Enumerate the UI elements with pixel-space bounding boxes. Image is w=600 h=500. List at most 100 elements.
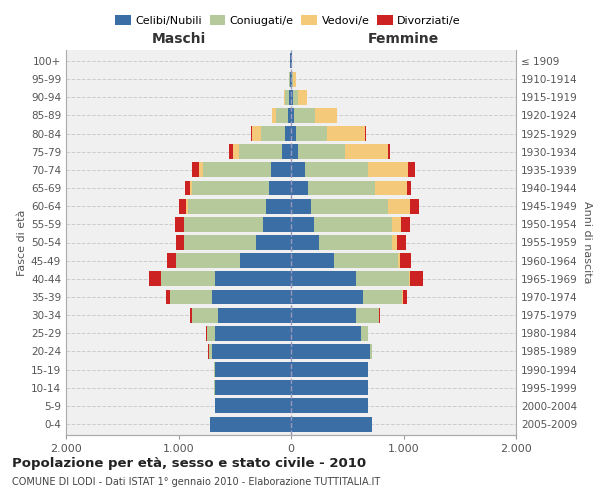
Bar (289, 90, 291, 104)
Bar (314, 217, 392, 232)
Bar (218, 308, 291, 322)
Bar (251, 126, 260, 141)
Bar (215, 362, 291, 377)
Bar (392, 217, 401, 232)
Bar (187, 198, 266, 214)
Bar (229, 144, 233, 159)
Bar (291, 398, 367, 413)
Bar (401, 217, 410, 232)
Bar (287, 108, 291, 123)
Bar (291, 144, 298, 159)
Bar (149, 272, 161, 286)
Bar (214, 362, 215, 377)
Bar (175, 217, 184, 232)
Bar (388, 198, 410, 214)
Bar (379, 308, 380, 322)
Bar (215, 272, 291, 286)
Bar (291, 180, 308, 196)
Bar (291, 290, 363, 304)
Bar (184, 217, 263, 232)
Bar (388, 144, 390, 159)
Bar (298, 90, 307, 104)
Bar (292, 72, 293, 86)
Bar (210, 416, 291, 432)
Text: Femmine: Femmine (368, 32, 439, 46)
Bar (176, 235, 184, 250)
Bar (290, 72, 291, 86)
Bar (370, 344, 372, 359)
Y-axis label: Anni di nascita: Anni di nascita (581, 201, 592, 284)
Bar (212, 290, 291, 304)
Bar (241, 253, 291, 268)
Bar (263, 217, 291, 232)
Bar (271, 162, 291, 178)
Bar (410, 272, 423, 286)
Bar (203, 162, 271, 178)
Bar (212, 344, 291, 359)
Bar (291, 198, 311, 214)
Bar (291, 344, 370, 359)
Bar (397, 235, 406, 250)
Bar (291, 380, 367, 395)
Bar (185, 180, 190, 196)
Bar (277, 108, 287, 123)
Bar (291, 272, 356, 286)
Bar (176, 253, 241, 268)
Bar (398, 253, 400, 268)
Bar (308, 180, 376, 196)
Text: Popolazione per età, sesso e stato civile - 2010: Popolazione per età, sesso e stato civil… (12, 458, 366, 470)
Bar (293, 72, 296, 86)
Bar (215, 398, 291, 413)
Bar (291, 72, 292, 86)
Bar (167, 253, 176, 268)
Bar (403, 290, 407, 304)
Bar (282, 144, 291, 159)
Bar (319, 235, 392, 250)
Bar (192, 162, 199, 178)
Bar (170, 290, 212, 304)
Bar (192, 308, 218, 322)
Bar (291, 253, 334, 268)
Bar (269, 180, 291, 196)
Bar (363, 290, 403, 304)
Bar (291, 362, 367, 377)
Bar (286, 90, 289, 104)
Bar (239, 144, 282, 159)
Bar (400, 253, 412, 268)
Bar (260, 126, 286, 141)
Bar (356, 272, 409, 286)
Bar (233, 144, 239, 159)
Bar (361, 326, 367, 340)
Bar (206, 326, 215, 340)
Bar (192, 180, 269, 196)
Bar (291, 217, 314, 232)
Text: COMUNE DI LODI - Dati ISTAT 1° gennaio 2010 - Elaborazione TUTTITALIA.IT: COMUNE DI LODI - Dati ISTAT 1° gennaio 2… (12, 477, 380, 487)
Bar (410, 198, 419, 214)
Bar (256, 235, 291, 250)
Bar (291, 326, 361, 340)
Bar (291, 308, 356, 322)
Bar (266, 198, 291, 214)
Bar (184, 235, 256, 250)
Bar (345, 144, 388, 159)
Bar (190, 308, 192, 322)
Bar (305, 162, 367, 178)
Bar (272, 108, 277, 123)
Bar (190, 180, 192, 196)
Bar (215, 326, 291, 340)
Bar (179, 198, 187, 214)
Text: Maschi: Maschi (151, 32, 206, 46)
Bar (408, 162, 415, 178)
Bar (367, 162, 408, 178)
Bar (295, 108, 314, 123)
Bar (392, 235, 397, 250)
Bar (407, 180, 412, 196)
Bar (291, 126, 296, 141)
Bar (284, 90, 286, 104)
Bar (291, 108, 295, 123)
Bar (161, 272, 215, 286)
Bar (199, 162, 203, 178)
Bar (293, 90, 298, 104)
Legend: Celibi/Nubili, Coniugati/e, Vedovi/e, Divorziati/e: Celibi/Nubili, Coniugati/e, Vedovi/e, Di… (111, 10, 465, 30)
Bar (296, 126, 327, 141)
